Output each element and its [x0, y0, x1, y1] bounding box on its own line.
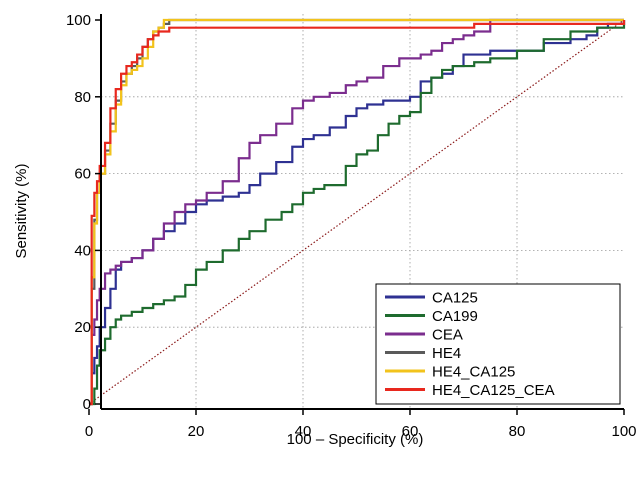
series-line-cea [89, 18, 624, 406]
legend-label: CEA [432, 327, 463, 344]
y-tick-label: 20 [74, 319, 91, 336]
series-line-ca125 [89, 20, 626, 406]
y-tick-label: 60 [74, 166, 91, 183]
legend-label: HE4_CA125 [432, 364, 515, 381]
x-tick-label: 60 [402, 423, 419, 440]
x-tick-label: 100 [611, 423, 636, 440]
legend-box [375, 283, 621, 405]
x-tick-label: 40 [295, 423, 312, 440]
legend-label: CA125 [432, 290, 478, 307]
legend-label: HE4 [432, 345, 461, 362]
x-tick-label: 20 [188, 423, 205, 440]
series-line-ca199 [89, 20, 626, 406]
y-tick-label: 100 [66, 12, 91, 29]
tick-labels: 0 20 40 60 80 100 0 20 40 60 80 100 [66, 12, 637, 440]
axes [88, 14, 625, 415]
y-axis-label: Sensitivity (%) [13, 163, 30, 258]
reference-diagonal [88, 19, 625, 405]
x-tick-label: 80 [509, 423, 526, 440]
y-tick-label: 80 [74, 89, 91, 106]
legend-label: CA199 [432, 308, 478, 325]
x-axis-label: 100 – Specificity (%) [287, 431, 424, 448]
legend-label: HE4_CA125_CEA [432, 382, 555, 399]
y-tick-label: 0 [83, 396, 91, 413]
reference-line-layer [88, 19, 625, 405]
y-tick-label: 40 [74, 242, 91, 259]
x-tick-label: 0 [85, 423, 93, 440]
